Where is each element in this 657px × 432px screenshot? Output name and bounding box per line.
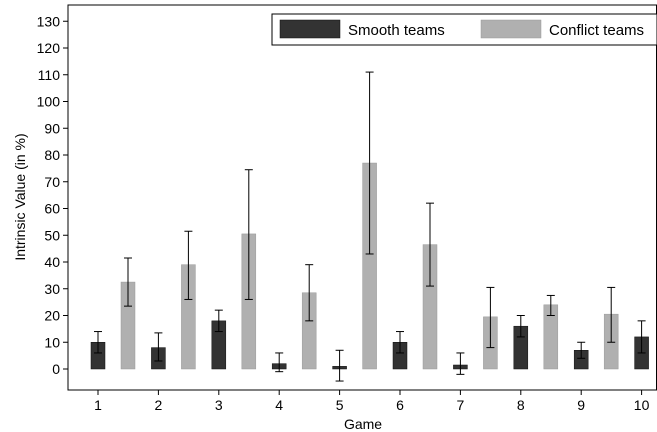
y-tick-label: 30 (44, 281, 60, 297)
y-axis-label: Intrinsic Value (in %) (12, 133, 28, 260)
x-tick-label: 10 (634, 397, 650, 413)
y-tick-label: 40 (44, 254, 60, 270)
y-tick-label: 90 (44, 120, 60, 136)
y-tick-label: 130 (37, 13, 61, 29)
x-tick-label: 8 (517, 397, 525, 413)
y-tick-label: 50 (44, 227, 60, 243)
y-tick-label: 0 (52, 361, 60, 377)
x-tick-label: 7 (457, 397, 465, 413)
legend-swatch (280, 20, 340, 38)
x-tick-label: 1 (94, 397, 102, 413)
x-tick-label: 3 (215, 397, 223, 413)
y-tick-label: 60 (44, 201, 60, 217)
y-tick-label: 120 (37, 40, 61, 56)
legend-swatch (481, 20, 541, 38)
x-tick-label: 4 (275, 397, 283, 413)
legend: Smooth teams Conflict teams (272, 14, 657, 45)
y-tick-label: 110 (38, 67, 61, 83)
legend-label: Conflict teams (549, 22, 644, 39)
legend-label: Smooth teams (348, 22, 445, 39)
y-tick-label: 10 (44, 334, 60, 350)
y-tick-label: 80 (44, 147, 60, 163)
x-axis-label: Game (344, 416, 382, 432)
y-tick-label: 100 (37, 94, 61, 110)
x-tick-label: 2 (155, 397, 163, 413)
x-tick-label: 6 (396, 397, 404, 413)
y-tick-label: 20 (44, 308, 60, 324)
x-tick-label: 9 (577, 397, 585, 413)
y-tick-label: 70 (44, 174, 60, 190)
x-tick-label: 5 (336, 397, 344, 413)
